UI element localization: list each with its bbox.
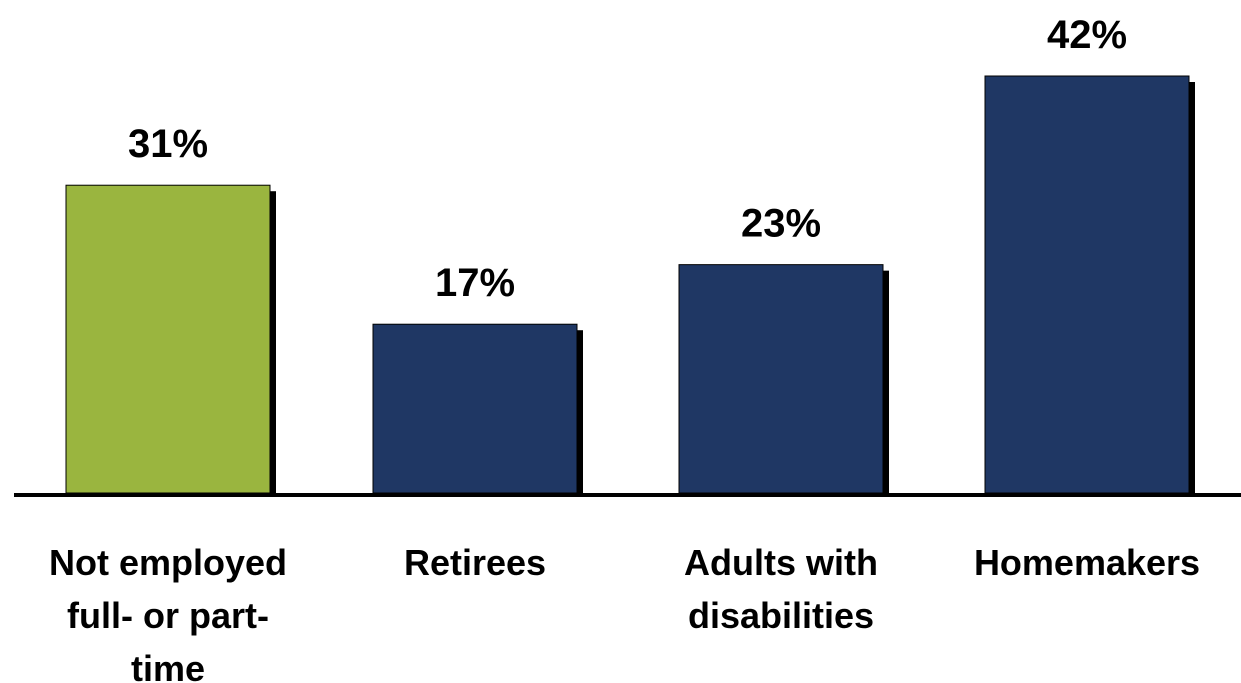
labels-group: 31% Not employed full- or part-time 17% Reti… bbox=[49, 13, 1200, 683]
bar bbox=[984, 75, 1190, 494]
bar bbox=[65, 184, 271, 494]
category-label-line: Homemakers bbox=[974, 542, 1200, 583]
category-label-line: Not employed bbox=[49, 542, 287, 583]
category-label: Homemakers bbox=[974, 542, 1200, 583]
category-label: Retirees bbox=[404, 542, 546, 583]
category-label: Adults with disabilities bbox=[684, 542, 878, 636]
category-label-line: time bbox=[131, 648, 205, 683]
category-label-line: disabilities bbox=[688, 595, 874, 636]
category-label-line: full- or part- bbox=[67, 595, 269, 636]
category-label: Not employed full- or part-time bbox=[49, 542, 287, 683]
data-label: 31% bbox=[128, 122, 208, 166]
data-label: 17% bbox=[435, 261, 515, 305]
bar bbox=[372, 323, 578, 494]
category-label-line: Adults with bbox=[684, 542, 878, 583]
bar bbox=[678, 264, 884, 494]
bars-group bbox=[65, 75, 1195, 494]
category-label-line: Retirees bbox=[404, 542, 546, 583]
data-label: 23% bbox=[741, 202, 821, 246]
data-label: 42% bbox=[1047, 13, 1127, 57]
